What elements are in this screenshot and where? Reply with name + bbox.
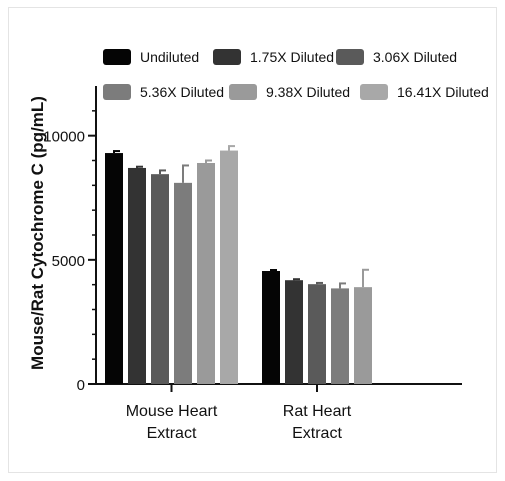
- legend-swatch-undiluted: [103, 49, 131, 65]
- x-tick-label: Extract: [292, 425, 342, 442]
- y-tick-label: 0: [77, 377, 85, 394]
- legend-label-5-36x-diluted: 5.36X Diluted: [140, 84, 224, 100]
- x-tick-label: Rat Heart: [283, 403, 352, 420]
- bar-3-06x-diluted-1: [151, 174, 169, 384]
- legend-swatch-5-36x-diluted: [103, 84, 131, 100]
- legend-label-9-38x-diluted: 9.38X Diluted: [266, 84, 350, 100]
- legend: Undiluted 1.75X Diluted 3.06X Diluted 5.36X…: [103, 49, 489, 100]
- legend-label-undiluted: Undiluted: [140, 49, 199, 65]
- bar-16-41x-diluted-1: [220, 150, 238, 384]
- y-tick-label: 5000: [52, 253, 85, 270]
- y-axis: 0 5000 10000: [43, 86, 97, 394]
- y-tick-label: 10000: [43, 129, 85, 146]
- x-tick-label: Mouse Heart: [126, 403, 218, 420]
- legend-label-1-75x-diluted: 1.75X Diluted: [250, 49, 334, 65]
- y-axis-label: Mouse/Rat Cytochrome C (pg/mL): [28, 96, 47, 370]
- legend-swatch-3-06x-diluted: [336, 49, 364, 65]
- legend-label-16-41x-diluted: 16.41X Diluted: [397, 84, 489, 100]
- bar-9-38x-diluted-2: [354, 287, 372, 384]
- legend-label-3-06x-diluted: 3.06X Diluted: [373, 49, 457, 65]
- bars: [105, 145, 372, 384]
- legend-swatch-1-75x-diluted: [213, 49, 241, 65]
- bar-3-06x-diluted-2: [308, 284, 326, 384]
- bar-9-38x-diluted-1: [197, 162, 215, 384]
- bar-1-75x-diluted-2: [285, 280, 303, 384]
- bar-undiluted-2: [262, 271, 280, 384]
- x-tick-label: Extract: [147, 425, 197, 442]
- bar-5-36x-diluted-2: [331, 288, 349, 384]
- x-axis: Mouse Heart Extract Rat Heart Extract: [96, 383, 462, 442]
- chart-frame: [8, 7, 497, 473]
- bar-5-36x-diluted-1: [174, 182, 192, 384]
- bar-undiluted-1: [105, 153, 123, 384]
- legend-swatch-16-41x-diluted: [360, 84, 388, 100]
- bar-1-75x-diluted-1: [128, 167, 146, 384]
- legend-swatch-9-38x-diluted: [229, 84, 257, 100]
